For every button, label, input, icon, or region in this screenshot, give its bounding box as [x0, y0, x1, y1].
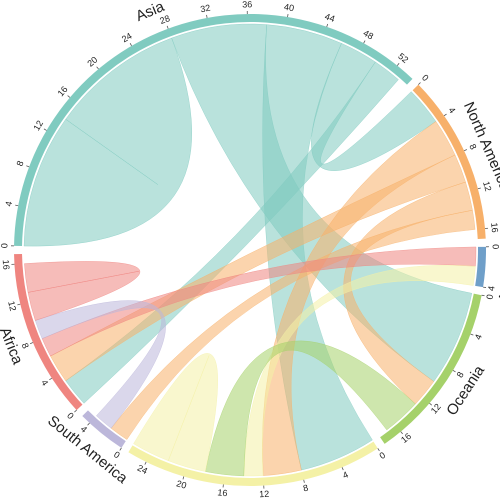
ribbon — [133, 353, 218, 472]
tick-label: 16 — [399, 431, 413, 445]
tick-label: 20 — [175, 478, 187, 490]
tick-mark — [119, 447, 122, 451]
tick-label: 4 — [39, 378, 50, 388]
ribbons — [23, 23, 477, 477]
tick-label: 44 — [323, 11, 336, 24]
tick-mark — [29, 342, 34, 345]
tick-mark — [17, 303, 21, 306]
group-name: Europe — [230, 499, 279, 500]
ribbon — [24, 261, 141, 321]
tick-label: 4 — [3, 201, 14, 208]
tick-mark — [341, 467, 344, 471]
tick-mark — [481, 294, 485, 297]
group-arc — [14, 253, 83, 411]
tick-label: 52 — [396, 51, 410, 65]
tick-label: 36 — [242, 0, 252, 9]
tick-label: 12 — [481, 180, 493, 192]
tick-label: 16 — [56, 84, 70, 98]
tick-mark — [74, 409, 77, 413]
tick-label: 12 — [259, 489, 270, 500]
tick-label: 8 — [15, 159, 26, 167]
tick-label: 8 — [467, 142, 478, 151]
tick-mark — [67, 95, 71, 98]
tick-mark — [303, 479, 305, 483]
tick-label: 48 — [361, 28, 375, 42]
tick-mark — [363, 40, 366, 44]
tick-label: 32 — [200, 3, 212, 15]
tick-mark — [400, 431, 403, 435]
tick-label: 24 — [136, 463, 149, 476]
tick-label: 8 — [455, 370, 466, 379]
tick-mark — [26, 165, 30, 168]
tick-label: 0 — [420, 73, 431, 84]
tick-mark — [418, 82, 421, 85]
tick-mark — [477, 187, 481, 190]
tick-label: 0 — [65, 411, 76, 421]
tick-label: 16 — [489, 222, 500, 233]
tick-label: 40 — [283, 2, 294, 13]
tick-label: 4 — [486, 285, 497, 292]
tick-mark — [463, 149, 468, 152]
tick-mark — [129, 43, 132, 47]
tick-label: 0 — [0, 243, 9, 248]
tick-mark — [326, 23, 329, 27]
tick-label: 8 — [20, 342, 31, 351]
tick-label: 0 — [484, 293, 495, 300]
tick-mark — [166, 25, 169, 29]
tick-label: 4 — [446, 105, 457, 115]
group-arc — [128, 441, 378, 486]
tick-mark — [182, 476, 185, 480]
group-arc — [412, 84, 486, 239]
tick-mark — [87, 422, 90, 426]
tick-label: 12 — [6, 300, 18, 312]
group-arc — [82, 410, 126, 448]
group-name: North America — [460, 99, 500, 193]
ribbon — [205, 340, 416, 477]
tick-label: 8 — [302, 483, 309, 494]
ribbon — [23, 37, 193, 247]
ribbon — [243, 265, 476, 477]
tick-label: 20 — [85, 55, 99, 69]
tick-mark — [377, 448, 380, 452]
group-arc — [475, 246, 486, 288]
tick-label: 16 — [217, 487, 228, 498]
tick-mark — [443, 113, 447, 117]
tick-label: 16 — [1, 259, 12, 270]
tick-label: 12 — [31, 119, 45, 133]
tick-mark — [96, 66, 99, 70]
tick-label: 4 — [79, 424, 89, 435]
tick-mark — [43, 128, 47, 131]
tick-mark — [15, 204, 19, 207]
tick-mark — [206, 14, 208, 19]
tick-label: 4 — [341, 469, 350, 480]
ribbon — [50, 154, 466, 382]
tick-label: 0 — [491, 244, 500, 249]
ribbon — [34, 300, 166, 429]
tick-label: 0 — [112, 449, 122, 460]
tick-mark — [429, 402, 433, 406]
tick-label: 4 — [473, 333, 484, 341]
group-arc — [380, 293, 482, 444]
tick-mark — [49, 377, 53, 381]
tick-label: 24 — [120, 31, 134, 45]
tick-mark — [452, 370, 456, 373]
group-name: Antarctica — [496, 234, 500, 302]
tick-mark — [396, 62, 400, 66]
tick-label: 12 — [429, 402, 443, 416]
tick-mark — [144, 461, 147, 465]
tick-mark — [470, 333, 474, 336]
tick-label: 28 — [158, 13, 171, 26]
tick-label: 0 — [378, 450, 388, 461]
